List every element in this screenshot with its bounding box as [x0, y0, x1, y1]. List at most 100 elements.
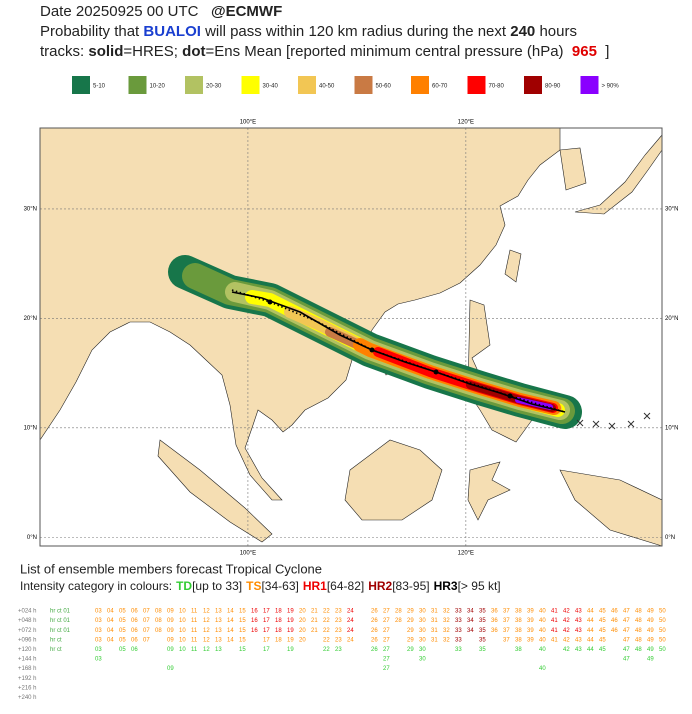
text: Probability that: [40, 23, 140, 40]
step-label: +144 h: [18, 657, 37, 663]
member: 19: [287, 628, 294, 634]
member: 19: [287, 647, 294, 653]
member: 36: [491, 628, 498, 634]
row-lead: hr ct 01: [50, 618, 71, 624]
member: 45: [599, 647, 606, 653]
member: 06: [131, 628, 138, 634]
taiwan: [504, 249, 522, 283]
row-lead: hr ct 01: [50, 628, 71, 634]
step-label: +168 h: [18, 666, 37, 672]
member: 09: [167, 637, 174, 643]
text: hours: [539, 23, 577, 40]
member: 47: [623, 609, 630, 615]
member: 04: [107, 618, 114, 624]
legend-label: 10-20: [150, 84, 166, 90]
member: 17: [263, 628, 270, 634]
member: 40: [539, 609, 546, 615]
member: 24: [347, 628, 354, 634]
track-point: [507, 393, 513, 399]
member: 30: [419, 637, 426, 643]
member: 32: [443, 618, 450, 624]
intensity-text: HR2: [368, 579, 392, 593]
text: ]: [605, 43, 610, 60]
member: 37: [503, 609, 510, 615]
member: 26: [371, 637, 378, 643]
member: 08: [155, 609, 162, 615]
member: 20: [299, 618, 306, 624]
legend-swatch: [467, 76, 486, 94]
borneo: [344, 439, 443, 521]
member: 49: [647, 647, 654, 653]
member: 08: [155, 628, 162, 634]
member: 38: [515, 628, 522, 634]
member: 39: [527, 609, 534, 615]
lat-label: 30°N: [24, 207, 37, 213]
member: 04: [107, 637, 114, 643]
member: 40: [539, 618, 546, 624]
member: 30: [419, 657, 426, 663]
member: 03: [95, 628, 102, 634]
member: 33: [455, 637, 462, 643]
member: 40: [539, 666, 546, 672]
member: 11: [191, 637, 198, 643]
member: 12: [203, 618, 210, 624]
member: 48: [635, 637, 642, 643]
member: 36: [491, 609, 498, 615]
member: 23: [335, 647, 342, 653]
member: 04: [107, 628, 114, 634]
member: 26: [371, 609, 378, 615]
member: 10: [179, 647, 186, 653]
member: 30: [419, 609, 426, 615]
member: 05: [119, 637, 126, 643]
member: 27: [383, 647, 390, 653]
member: 12: [203, 637, 210, 643]
member: 09: [167, 618, 174, 624]
text: =HRES;: [123, 43, 178, 60]
member: 24: [347, 618, 354, 624]
member: 47: [623, 657, 630, 663]
member: 35: [479, 647, 486, 653]
legend-swatch: [354, 76, 373, 94]
member: 48: [635, 618, 642, 624]
member: 23: [335, 637, 342, 643]
member: 13: [215, 628, 222, 634]
ensemble-table: List of ensemble members forecast Tropic…: [18, 561, 666, 701]
member: 44: [587, 628, 594, 634]
member: 49: [647, 609, 654, 615]
member: 14: [227, 609, 234, 615]
member: 19: [287, 609, 294, 615]
member: 13: [215, 618, 222, 624]
legend-swatch: [185, 76, 203, 94]
member: 26: [371, 618, 378, 624]
legend-swatch: [580, 76, 599, 94]
member: 41: [551, 628, 558, 634]
member: 33: [455, 647, 462, 653]
member: 46: [611, 628, 618, 634]
header-line-1: Date 20250925 00 UTC @ECMWF: [40, 3, 282, 20]
member: 44: [587, 647, 594, 653]
member: 05: [119, 647, 126, 653]
member: 48: [635, 609, 642, 615]
lon-label: 120°E: [458, 120, 474, 126]
legend-label: 20-30: [206, 84, 222, 90]
member: 05: [119, 618, 126, 624]
member: 03: [95, 637, 102, 643]
member: 21: [311, 628, 318, 634]
member: 21: [311, 609, 318, 615]
row-lead: hr ct: [50, 647, 62, 653]
member: 49: [647, 618, 654, 624]
member: 24: [347, 609, 354, 615]
member: 14: [227, 637, 234, 643]
member: 44: [587, 609, 594, 615]
member: 46: [611, 609, 618, 615]
member: 31: [431, 637, 438, 643]
member: 42: [563, 628, 570, 634]
member: 38: [515, 609, 522, 615]
step-label: +096 h: [18, 637, 37, 643]
tracks: [231, 289, 651, 430]
member: 10: [179, 618, 186, 624]
storm-name: BUALOI: [143, 23, 201, 40]
member: 23: [335, 628, 342, 634]
member: 41: [551, 618, 558, 624]
